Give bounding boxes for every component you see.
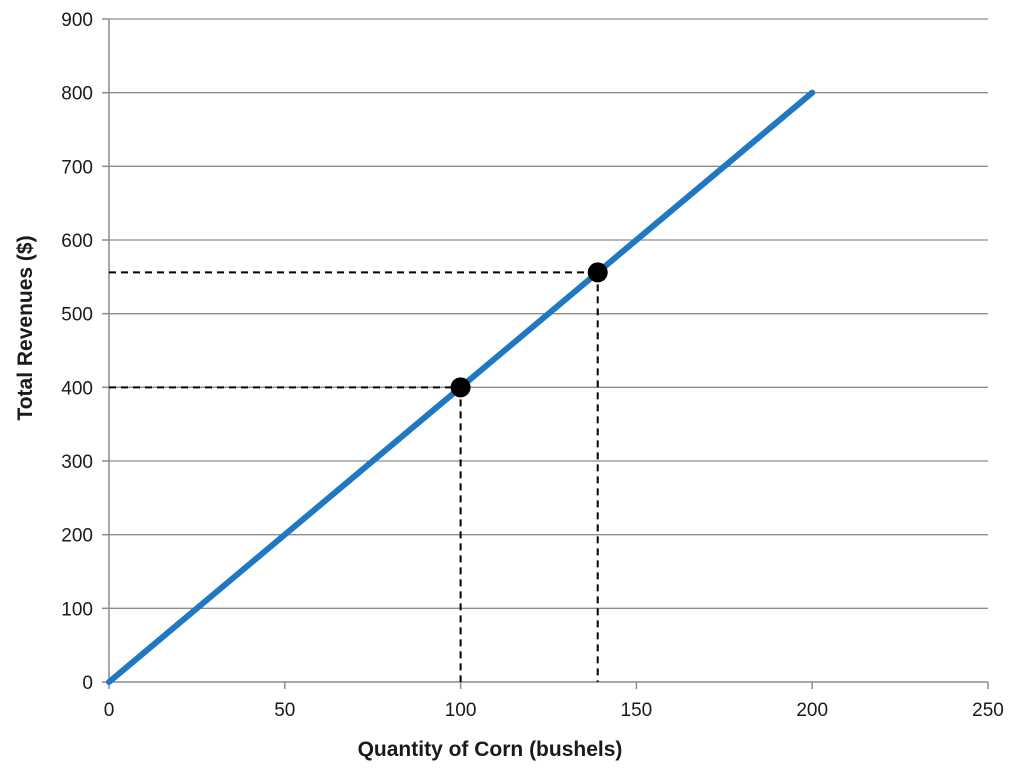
data-point-0 — [450, 377, 471, 398]
axes — [102, 18, 989, 689]
x-tick-label-4: 200 — [796, 700, 828, 721]
y-tick-label-4: 400 — [61, 378, 93, 399]
y-tick-label-3: 300 — [61, 452, 93, 473]
y-tick-label-6: 600 — [61, 231, 93, 252]
x-tick-label-5: 250 — [972, 700, 1004, 721]
x-tick-label-2: 100 — [445, 700, 477, 721]
y-tick-label-0: 0 — [82, 673, 93, 694]
y-tick-label-8: 800 — [61, 84, 93, 105]
data-point-1 — [587, 262, 608, 283]
x-tick-label-3: 150 — [621, 700, 653, 721]
y-tick-label-5: 500 — [61, 305, 93, 326]
y-tick-label-1: 100 — [61, 599, 93, 620]
y-tick-label-2: 200 — [61, 526, 93, 547]
y-axis-title: Total Revenues ($) — [14, 235, 37, 420]
reference-lines — [109, 271, 599, 682]
y-tick-labels: 0 100 200 300 400 500 600 700 800 900 — [61, 10, 93, 694]
x-tick-label-0: 0 — [104, 700, 115, 721]
y-tick-label-7: 700 — [61, 157, 93, 178]
x-tick-label-1: 50 — [274, 700, 295, 721]
x-tick-labels: 0 50 100 150 200 250 — [104, 700, 1004, 721]
highlighted-points — [450, 262, 608, 398]
x-axis-title: Quantity of Corn (bushels) — [358, 738, 623, 761]
y-tick-label-9: 900 — [61, 10, 93, 31]
